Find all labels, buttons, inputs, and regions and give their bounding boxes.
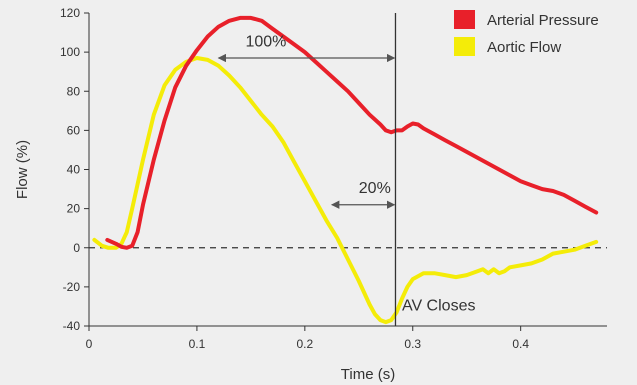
y-tick-label: 120 bbox=[60, 6, 80, 20]
series-line-arterial-pressure bbox=[105, 15, 599, 250]
annotation-label: 100% bbox=[245, 33, 286, 50]
y-tick-label: 100 bbox=[60, 45, 80, 59]
legend-label: Aortic Flow bbox=[487, 39, 561, 56]
y-tick-label: 40 bbox=[67, 163, 81, 177]
x-tick-label: 0 bbox=[86, 337, 93, 351]
y-tick-label: -20 bbox=[63, 280, 81, 294]
legend-swatch bbox=[454, 10, 475, 29]
annotation-label: 20% bbox=[359, 180, 391, 197]
y-tick-label: 80 bbox=[67, 84, 81, 98]
y-tick-label: 0 bbox=[73, 241, 80, 255]
x-axis-title: Time (s) bbox=[341, 366, 395, 383]
x-tick-label: 0.4 bbox=[512, 337, 529, 351]
y-tick-label: 20 bbox=[67, 202, 81, 216]
x-tick-label: 0.2 bbox=[296, 337, 313, 351]
y-tick-label: -40 bbox=[63, 319, 81, 333]
legend-label: Arterial Pressure bbox=[487, 12, 599, 29]
legend-swatch bbox=[454, 37, 475, 56]
y-axis-title: Flow (%) bbox=[14, 140, 31, 199]
y-tick-label: 60 bbox=[67, 123, 81, 137]
x-tick-label: 0.1 bbox=[189, 337, 206, 351]
x-tick-label: 0.3 bbox=[404, 337, 421, 351]
series-line-aortic-flow bbox=[92, 56, 599, 325]
annotation-label: AV Closes bbox=[402, 297, 476, 314]
